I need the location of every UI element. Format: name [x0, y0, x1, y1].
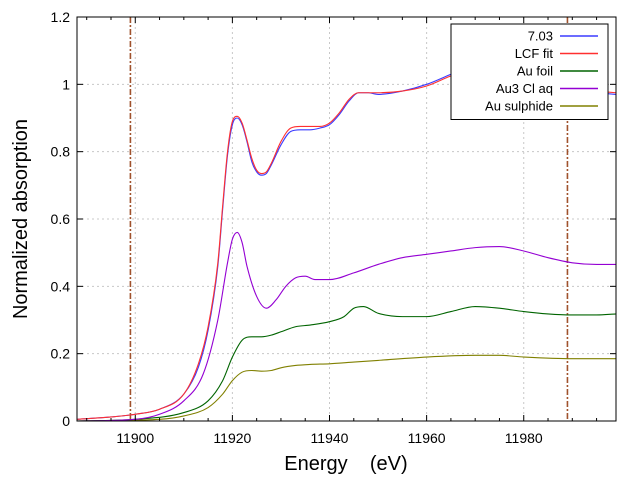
legend-label: Au3 Cl aq: [496, 81, 553, 96]
y-tick-label: 0.8: [51, 144, 71, 160]
y-tick-label: 0.6: [51, 211, 71, 227]
vertical-markers: [129, 17, 569, 421]
legend: 7.03 LCF fit Au foil Au3 Cl aq Au sulphide: [450, 23, 609, 120]
y-tick-label: 0.2: [51, 346, 71, 362]
x-tick-label: 11920: [213, 430, 251, 446]
y-axis-title: Normalized absorption: [10, 119, 32, 319]
x-tick-label: 11900: [116, 430, 154, 446]
legend-label: Au sulphide: [485, 99, 553, 114]
legend-label: Au foil: [517, 64, 553, 79]
y-tick-label: 1.2: [51, 9, 71, 25]
legend-box: [450, 23, 609, 120]
y-tick-label: 0: [62, 413, 70, 429]
x-tick-label: 11980: [505, 430, 543, 446]
x-tick-label: 11960: [408, 430, 446, 446]
x-tick-label: 11940: [311, 430, 349, 446]
series-line-au3-cl-aq: [77, 231, 616, 421]
y-tick-label: 1: [62, 76, 70, 92]
series-line-lcf-fit: [77, 66, 616, 420]
x-axis-title: Energy (eV): [284, 453, 407, 475]
y-tick-label: 0.4: [51, 278, 71, 294]
series-line-au-foil: [77, 305, 616, 421]
ticks: 11900 11920 11940 11960 11980 0 0.2 0.4 0.6 0.8 1 1…: [51, 9, 616, 446]
legend-label: LCF fit: [515, 46, 554, 61]
grid: [77, 17, 616, 421]
legend-label: 7.03: [528, 29, 553, 44]
series-line-au-sulphide: [77, 354, 616, 421]
